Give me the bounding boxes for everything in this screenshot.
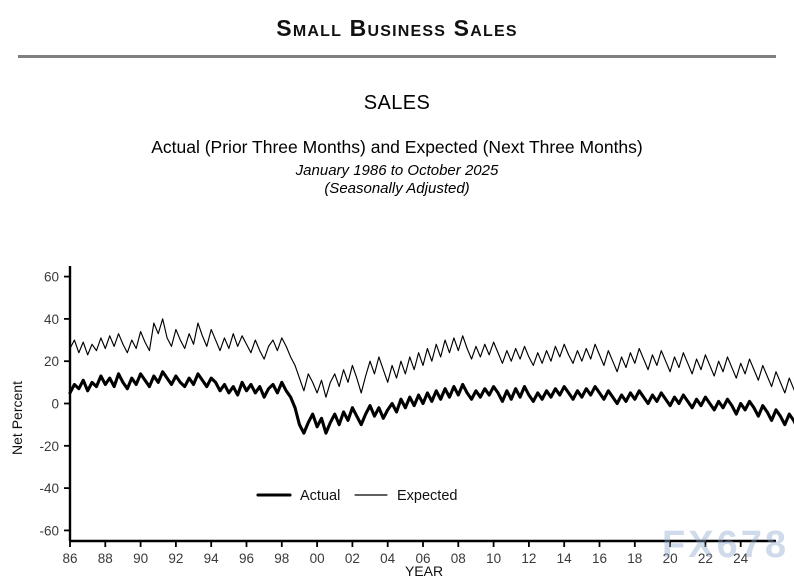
x-tick-label: 20 — [663, 551, 678, 566]
chart-subtitle-adjustment: (Seasonally Adjusted) — [324, 180, 470, 198]
y-tick-label: -20 — [39, 439, 59, 454]
series-line-actual — [68, 370, 794, 435]
chart-subtitle-daterange: January 1986 to October 2025 — [295, 162, 499, 180]
x-tick-label: 24 — [733, 551, 749, 566]
x-tick-label: 94 — [204, 551, 220, 566]
y-tick-label: 40 — [44, 312, 59, 327]
y-axis-ticks: 60 40 20 0 -20 -40 -60 — [39, 270, 70, 538]
x-tick-label: 02 — [345, 551, 360, 566]
y-tick-label: 60 — [44, 270, 59, 285]
y-tick-label: 0 — [51, 397, 59, 412]
y-tick-label: -40 — [39, 481, 59, 496]
x-tick-label: 16 — [592, 551, 607, 566]
series-line-expected — [69, 318, 794, 398]
chart-heading: SALES — [363, 92, 431, 115]
x-tick-label: 08 — [451, 551, 466, 566]
legend-label-expected: Expected — [397, 488, 457, 504]
y-tick-label: -60 — [39, 523, 59, 538]
x-tick-label: 88 — [98, 551, 113, 566]
x-axis-title: YEAR — [405, 563, 443, 579]
x-tick-label: 96 — [239, 551, 254, 566]
x-axis-ticks: 86 88 90 92 94 96 98 00 02 04 06 08 10 12 14 16 18 20 22 24 — [62, 541, 749, 566]
x-tick-label: 22 — [698, 551, 713, 566]
x-tick-label: 98 — [274, 551, 289, 566]
legend-label-actual: Actual — [300, 488, 340, 504]
header-divider — [18, 55, 776, 59]
y-axis-title: Net Percent — [9, 381, 25, 455]
x-tick-label: 12 — [521, 551, 536, 566]
x-tick-label: 04 — [380, 551, 396, 566]
x-tick-label: 14 — [557, 551, 573, 566]
x-tick-label: 18 — [627, 551, 642, 566]
chart-legend: Actual Expected — [256, 488, 457, 504]
x-tick-label: 10 — [486, 551, 501, 566]
chart-subtitle-primary: Actual (Prior Three Months) and Expected… — [151, 137, 643, 158]
x-tick-label: 00 — [310, 551, 325, 566]
x-tick-label: 90 — [133, 551, 148, 566]
chart-plot-area: 60 40 20 0 -20 -40 -60 86 88 90 92 94 96 98 00 02 04 06 0… — [0, 248, 794, 587]
page-title: Small Business Sales — [276, 15, 518, 41]
x-tick-label: 92 — [168, 551, 183, 566]
sales-line-chart: 60 40 20 0 -20 -40 -60 86 88 90 92 94 96 98 00 02 04 06 0… — [9, 266, 794, 579]
x-tick-label: 06 — [415, 551, 430, 566]
x-tick-label: 86 — [62, 551, 77, 566]
y-tick-label: 20 — [44, 354, 59, 369]
